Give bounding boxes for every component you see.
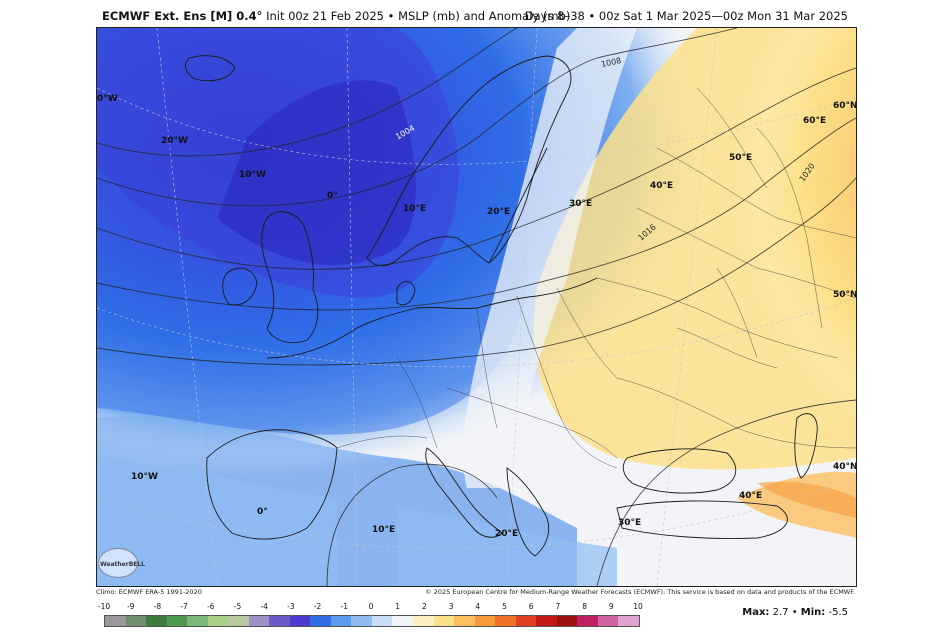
colorbar-tick-label: -6 <box>207 602 215 611</box>
colorbar-swatch <box>618 616 639 626</box>
min-label: Min: <box>800 607 826 618</box>
lon-label-20w: 20°W <box>161 136 188 146</box>
map-canvas <box>97 28 856 586</box>
colorbar-tick-label: -9 <box>126 602 135 611</box>
product-name: ECMWF Ext. Ens [M] 0.4° <box>102 9 263 23</box>
colorbar-swatch <box>187 616 208 626</box>
colorbar-tick-label: 5 <box>502 602 507 611</box>
lon-label-10w-south: 10°W <box>131 472 158 482</box>
colorbar-swatch <box>556 616 578 626</box>
colorbar-swatch <box>412 616 434 626</box>
colorbar-swatch <box>495 616 516 626</box>
init-time: Init 00z 21 Feb 2025 <box>266 9 384 23</box>
copyright-note: © 2025 European Centre for Medium-Range … <box>425 588 855 596</box>
lon-label-60e: 60°E <box>803 116 827 126</box>
colorbar-tick-label: 10 <box>633 602 643 611</box>
lon-label-10w: 10°W <box>239 170 266 180</box>
valid-period: Days 8–38 • 00z Sat 1 Mar 2025—00z Mon 3… <box>524 9 848 23</box>
colorbar-tick-label: 4 <box>475 602 481 611</box>
colorbar-swatch <box>515 616 537 626</box>
colorbar-swatch <box>371 616 393 626</box>
colorbar-swatch <box>269 616 290 626</box>
chart-title: ECMWF Ext. Ens [M] 0.4° Init 00z 21 Feb … <box>102 9 570 23</box>
weatherbell-logo <box>98 548 138 578</box>
colorbar-swatch <box>146 616 167 626</box>
colorbar-swatch <box>125 616 147 626</box>
bullet: • <box>791 607 798 618</box>
colorbar-swatch <box>228 616 249 626</box>
lon-label-30e: 30°E <box>569 199 593 209</box>
lon-label-20e-south: 20°E <box>495 529 519 539</box>
colorbar-swatch <box>454 616 475 626</box>
lat-label-40n: 40°N <box>833 462 857 472</box>
weatherbell-logo-text: WeatherBELL <box>100 561 146 568</box>
lon-label-0-south: 0° <box>257 507 268 517</box>
lon-label-30e-south: 30°E <box>618 518 642 528</box>
colorbar-swatch <box>392 616 413 626</box>
colorbar-swatch <box>351 616 372 626</box>
lon-label-0: 0° <box>327 191 338 201</box>
header: ECMWF Ext. Ens [M] 0.4° Init 00z 21 Feb … <box>0 6 945 26</box>
max-label: Max: <box>742 607 770 618</box>
lon-label-10e-south: 10°E <box>372 525 396 535</box>
colorbar <box>104 615 640 627</box>
colorbar-swatch <box>433 616 455 626</box>
colorbar-tick-label: 1 <box>395 602 401 611</box>
variable-name: MSLP (mb) and Anomaly (mb) <box>398 9 571 23</box>
colorbar-swatch <box>248 616 270 626</box>
max-value: 2.7 <box>772 607 789 618</box>
colorbar-swatch <box>207 616 229 626</box>
colorbar-tick-label: 8 <box>582 602 587 611</box>
colorbar-tick-label: 2 <box>422 602 427 611</box>
lon-label-40e: 40°E <box>650 181 674 191</box>
colorbar-swatch <box>105 616 126 626</box>
lat-label-60n: 60°N <box>833 101 857 111</box>
colorbar-tick-label: -1 <box>340 602 349 611</box>
colorbar-tick-label: 3 <box>448 602 454 611</box>
colorbar-swatch <box>330 616 352 626</box>
colorbar-tick-label: -4 <box>260 602 268 611</box>
colorbar-tick-label: 7 <box>555 602 561 611</box>
colorbar-tick-label: -7 <box>180 602 188 611</box>
colorbar-tick-label: -3 <box>287 602 295 611</box>
colorbar-swatch <box>166 616 188 626</box>
min-value: -5.5 <box>828 607 848 618</box>
colorbar-swatch <box>310 616 331 626</box>
colorbar-swatch <box>289 616 311 626</box>
lon-label-10e: 10°E <box>403 204 427 214</box>
colorbar-tick-label: 9 <box>608 602 614 611</box>
lon-label-20e: 20°E <box>487 207 511 217</box>
colorbar-tick-label: -10 <box>97 602 111 611</box>
anomaly-map: 0°W 20°W 10°W 0° 10°E 20°E 30°E 40°E 50°… <box>96 27 857 587</box>
max-min-readout: Max: 2.7 • Min: -5.5 <box>742 607 848 618</box>
lon-label-0w: 0°W <box>97 94 118 104</box>
separator: • <box>387 9 395 23</box>
colorbar-tick-label: -5 <box>233 602 242 611</box>
lon-label-40e-south: 40°E <box>739 491 763 501</box>
colorbar-swatch <box>474 616 496 626</box>
colorbar-swatch <box>597 616 619 626</box>
lon-label-50e: 50°E <box>729 153 753 163</box>
colorbar-tick-label: -2 <box>313 602 322 611</box>
climo-note: Climo: ECMWF ERA-5 1991-2020 <box>96 588 202 596</box>
colorbar-tick-label: 6 <box>528 602 534 611</box>
colorbar-ticks: -10 -9 -8 -7 -6 -5 -4 -3 -2 -1 0 1 2 3 4 5 6 7 8 9 10 <box>98 602 643 614</box>
colorbar-swatch <box>577 616 598 626</box>
lat-label-50n: 50°N <box>833 290 857 300</box>
colorbar-swatch <box>536 616 557 626</box>
colorbar-tick-label: -8 <box>153 602 162 611</box>
colorbar-tick-label: 0 <box>368 602 374 611</box>
